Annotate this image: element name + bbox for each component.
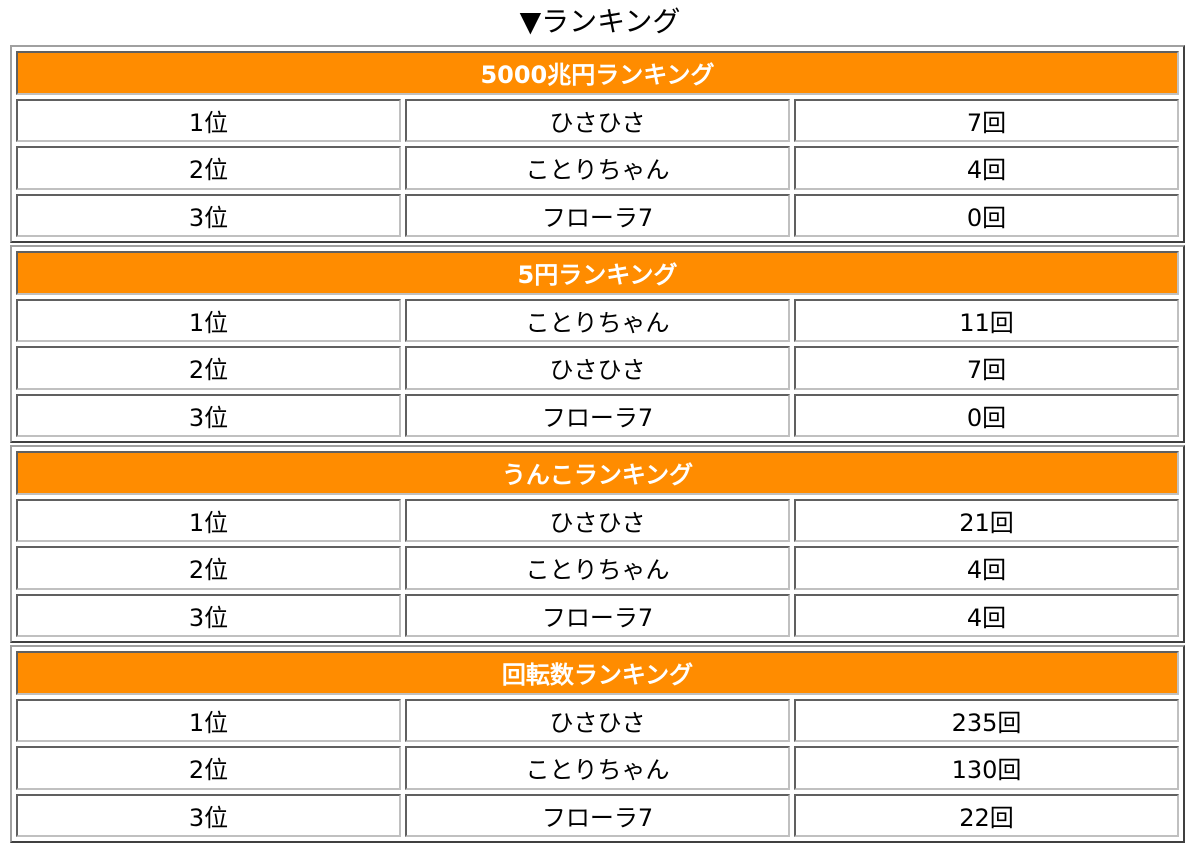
rank-cell: 1位 — [16, 298, 401, 342]
table-header-row: うんこランキング — [16, 451, 1179, 495]
rank-cell: 3位 — [16, 393, 401, 437]
table-header-row: 5円ランキング — [16, 251, 1179, 295]
count-cell: 4回 — [794, 593, 1179, 637]
rank-cell: 1位 — [16, 498, 401, 542]
table-row: 3位 フローラ7 4回 — [16, 593, 1179, 637]
count-cell: 0回 — [794, 393, 1179, 437]
rank-cell: 1位 — [16, 698, 401, 742]
name-cell: ひさひさ — [405, 346, 790, 390]
name-cell: ことりちゃん — [405, 146, 790, 190]
count-cell: 130回 — [794, 746, 1179, 790]
ranking-table-unko: うんこランキング 1位 ひさひさ 21回 2位 ことりちゃん 4回 3位 フロー… — [10, 445, 1185, 643]
rank-cell: 2位 — [16, 346, 401, 390]
table-row: 1位 ひさひさ 235回 — [16, 698, 1179, 742]
table-row: 1位 ことりちゃん 11回 — [16, 298, 1179, 342]
name-cell: フローラ7 — [405, 193, 790, 237]
name-cell: ことりちゃん — [405, 298, 790, 342]
name-cell: フローラ7 — [405, 793, 790, 837]
rank-cell: 2位 — [16, 146, 401, 190]
rank-cell: 1位 — [16, 98, 401, 142]
table-row: 2位 ことりちゃん 4回 — [16, 546, 1179, 590]
table-row: 3位 フローラ7 0回 — [16, 193, 1179, 237]
count-cell: 4回 — [794, 546, 1179, 590]
name-cell: ひさひさ — [405, 498, 790, 542]
rank-cell: 3位 — [16, 593, 401, 637]
table-header-row: 回転数ランキング — [16, 651, 1179, 695]
rank-cell: 2位 — [16, 746, 401, 790]
table-row: 3位 フローラ7 0回 — [16, 393, 1179, 437]
rank-cell: 3位 — [16, 193, 401, 237]
table-row: 1位 ひさひさ 21回 — [16, 498, 1179, 542]
name-cell: ひさひさ — [405, 698, 790, 742]
count-cell: 11回 — [794, 298, 1179, 342]
count-cell: 4回 — [794, 146, 1179, 190]
count-cell: 235回 — [794, 698, 1179, 742]
count-cell: 7回 — [794, 98, 1179, 142]
table-row: 3位 フローラ7 22回 — [16, 793, 1179, 837]
ranking-title: うんこランキング — [16, 451, 1179, 495]
table-row: 2位 ことりちゃん 130回 — [16, 746, 1179, 790]
table-row: 2位 ことりちゃん 4回 — [16, 146, 1179, 190]
name-cell: ことりちゃん — [405, 546, 790, 590]
ranking-title: 5000兆円ランキング — [16, 51, 1179, 95]
table-header-row: 5000兆円ランキング — [16, 51, 1179, 95]
count-cell: 22回 — [794, 793, 1179, 837]
name-cell: ひさひさ — [405, 98, 790, 142]
rank-cell: 3位 — [16, 793, 401, 837]
name-cell: フローラ7 — [405, 593, 790, 637]
rank-cell: 2位 — [16, 546, 401, 590]
ranking-table-spin-count: 回転数ランキング 1位 ひさひさ 235回 2位 ことりちゃん 130回 3位 … — [10, 645, 1185, 843]
page-title: ▼ランキング — [519, 5, 681, 38]
table-row: 1位 ひさひさ 7回 — [16, 98, 1179, 142]
name-cell: フローラ7 — [405, 393, 790, 437]
count-cell: 0回 — [794, 193, 1179, 237]
name-cell: ことりちゃん — [405, 746, 790, 790]
count-cell: 7回 — [794, 346, 1179, 390]
ranking-table-5-yen: 5円ランキング 1位 ことりちゃん 11回 2位 ひさひさ 7回 3位 フローラ… — [10, 245, 1185, 443]
ranking-title: 5円ランキング — [16, 251, 1179, 295]
ranking-title: 回転数ランキング — [16, 651, 1179, 695]
count-cell: 21回 — [794, 498, 1179, 542]
ranking-table-5000cho-yen: 5000兆円ランキング 1位 ひさひさ 7回 2位 ことりちゃん 4回 3位 フ… — [10, 45, 1185, 243]
table-row: 2位 ひさひさ 7回 — [16, 346, 1179, 390]
